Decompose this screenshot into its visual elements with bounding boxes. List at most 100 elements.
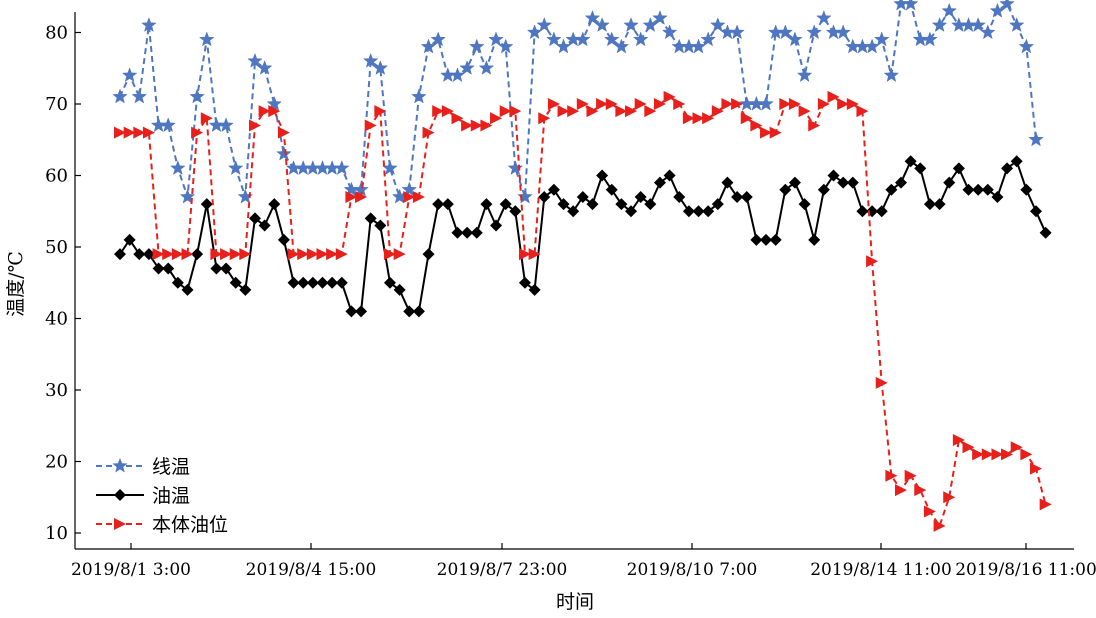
data-point: [885, 183, 898, 196]
data-point: [914, 162, 927, 175]
data-point: [962, 441, 975, 454]
data-point: [152, 248, 165, 261]
data-point: [403, 190, 416, 203]
data-point: [123, 233, 136, 246]
data-point: [364, 119, 377, 132]
data-point: [575, 31, 591, 47]
data-point: [596, 169, 609, 182]
data-point: [189, 88, 205, 104]
data-point: [133, 126, 146, 139]
data-point: [247, 52, 263, 68]
data-point: [883, 67, 900, 83]
data-point: [702, 205, 715, 218]
data-point: [567, 205, 580, 218]
data-point: [547, 183, 560, 196]
data-point: [170, 160, 186, 175]
series-line: [119, 159, 1047, 313]
data-point: [721, 98, 734, 110]
data-point: [248, 119, 261, 132]
data-point: [594, 17, 610, 32]
y-tick-label: 10: [45, 523, 68, 544]
data-point: [923, 505, 936, 518]
data-point: [952, 434, 965, 447]
data-point: [461, 226, 474, 239]
x-axis: 2019/8/1 3:00 2019/8/4 15:00 2019/8/7 23:0…: [71, 543, 1096, 613]
data-point: [422, 126, 435, 139]
data-point: [816, 9, 832, 25]
data-point: [518, 276, 531, 289]
data-point: [470, 226, 483, 239]
data-point: [922, 31, 938, 47]
x-tick-label: 2019/8/4 15:00: [246, 560, 377, 580]
data-point: [422, 248, 435, 261]
data-point: [229, 276, 242, 289]
data-point: [362, 52, 379, 68]
y-tick-label: 70: [45, 94, 68, 115]
data-point: [603, 31, 620, 47]
data-point: [364, 212, 377, 225]
data-point: [796, 67, 813, 83]
data-point: [287, 248, 300, 261]
legend-marker: [114, 489, 126, 501]
data-point: [644, 105, 657, 118]
data-point: [306, 276, 319, 289]
data-point: [229, 248, 242, 261]
data-point: [142, 248, 155, 261]
data-point: [710, 17, 726, 32]
data-point: [827, 169, 840, 182]
data-point: [991, 190, 1004, 203]
data-point: [653, 176, 666, 189]
data-point: [856, 105, 869, 118]
data-point: [682, 205, 695, 218]
data-point: [586, 105, 599, 118]
data-point: [806, 24, 823, 40]
data-point: [758, 95, 774, 111]
data-point: [576, 190, 589, 203]
data-point: [191, 248, 204, 261]
data-point: [133, 248, 146, 261]
data-point: [160, 117, 176, 133]
data-point: [673, 190, 686, 203]
data-point: [335, 248, 348, 261]
data-point: [316, 248, 329, 261]
data-point: [490, 112, 503, 125]
data-point: [277, 233, 290, 246]
data-point: [497, 38, 514, 54]
series-oil-level: [114, 90, 1052, 532]
data-point: [943, 176, 956, 189]
data-point: [112, 88, 128, 104]
data-point: [952, 162, 965, 175]
data-point: [123, 126, 136, 139]
data-point: [114, 248, 126, 261]
data-point: [220, 262, 233, 275]
data-point: [478, 60, 495, 75]
series-line: [119, 2, 1037, 199]
data-point: [837, 176, 850, 189]
data-point: [837, 98, 850, 110]
data-point: [1020, 183, 1033, 196]
data-point: [777, 24, 794, 40]
data-point: [297, 248, 310, 261]
data-point: [528, 248, 541, 261]
data-point: [1030, 462, 1042, 475]
data-point: [441, 198, 454, 211]
data-point: [895, 484, 908, 497]
data-point: [268, 198, 281, 211]
data-point: [873, 31, 890, 47]
data-point: [846, 98, 859, 110]
data-point: [846, 176, 859, 189]
data-point: [412, 190, 425, 203]
data-point: [507, 160, 524, 175]
data-point: [634, 98, 647, 110]
data-point: [372, 60, 389, 75]
data-point: [335, 276, 348, 289]
data-point: [1001, 448, 1014, 461]
data-point: [355, 190, 368, 203]
data-point: [171, 248, 184, 261]
x-tick-label: 2019/8/7 23:00: [437, 560, 568, 580]
data-point: [200, 112, 213, 125]
data-point: [933, 198, 946, 211]
data-point: [740, 190, 753, 203]
data-point: [518, 248, 531, 261]
legend-item: 线温: [96, 456, 190, 478]
